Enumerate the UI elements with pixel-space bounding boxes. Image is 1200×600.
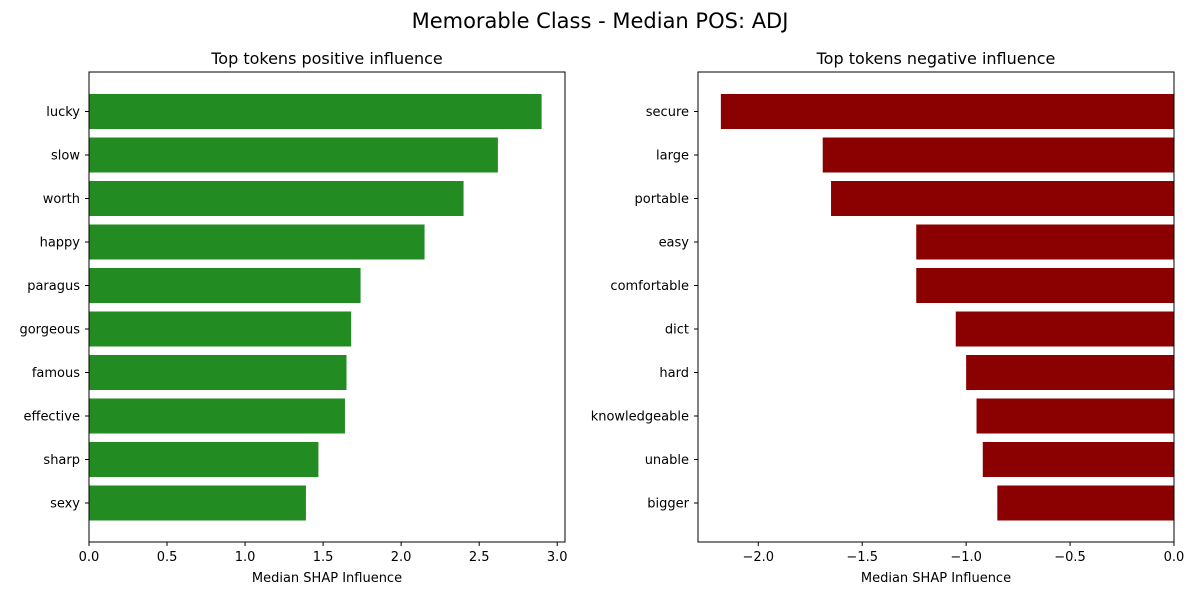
negative-x-tick-label: −1.0 [950, 550, 982, 565]
negative-y-tick-label: unable [645, 453, 689, 468]
negative-bars [720, 94, 1174, 521]
negative-influence-chart: Top tokens negative influence secure larg… [591, 49, 1185, 586]
negative-y-tick-label: dict [665, 323, 689, 338]
negative-y-tick-label: large [656, 149, 689, 164]
positive-bars [89, 94, 542, 521]
negative-x-tick-label: −0.5 [1054, 550, 1086, 565]
negative-bar-secure [720, 94, 1174, 129]
positive-x-ticks: 0.0 0.5 1.0 1.5 2.0 2.5 3.0 [79, 542, 568, 565]
positive-bar-paragus [89, 268, 361, 303]
positive-bar-gorgeous [89, 311, 352, 347]
positive-bar-lucky [89, 94, 542, 129]
positive-y-tick-label: sexy [50, 497, 80, 512]
positive-x-tick-label: 0.0 [79, 550, 100, 565]
positive-y-tick-label: famous [32, 366, 80, 381]
positive-x-tick-label: 0.5 [157, 550, 178, 565]
negative-x-tick-label: −1.5 [846, 550, 878, 565]
negative-y-tick-label: bigger [647, 497, 689, 512]
negative-bar-dict [955, 311, 1174, 347]
positive-y-tick-label: lucky [46, 105, 80, 120]
positive-bar-slow [89, 137, 498, 173]
positive-y-tick-label: gorgeous [19, 323, 80, 338]
negative-y-ticks: secure large portable easy comfortable dict ha… [591, 105, 698, 512]
negative-y-tick-label: secure [646, 105, 689, 120]
figure-title: Memorable Class - Median POS: ADJ [412, 9, 789, 33]
negative-bar-hard [966, 355, 1174, 390]
negative-y-tick-label: comfortable [610, 279, 689, 294]
positive-bar-famous [89, 355, 347, 390]
negative-y-tick-label: easy [659, 236, 690, 251]
positive-bar-happy [89, 224, 425, 260]
negative-x-axis-label: Median SHAP Influence [861, 571, 1011, 586]
positive-y-ticks: lucky slow worth happy paragus gorgeous famous… [19, 105, 89, 512]
positive-influence-chart: Top tokens positive influence lucky slow w… [19, 49, 567, 586]
negative-bar-easy [916, 224, 1174, 260]
positive-x-tick-label: 1.0 [235, 550, 256, 565]
positive-y-tick-label: slow [51, 149, 80, 164]
positive-bar-effective [89, 398, 345, 434]
positive-x-tick-label: 2.0 [391, 550, 412, 565]
positive-y-tick-label: paragus [27, 279, 80, 294]
negative-y-tick-label: portable [635, 192, 689, 207]
negative-y-tick-label: hard [659, 366, 689, 381]
positive-y-tick-label: effective [23, 410, 80, 425]
positive-x-axis-label: Median SHAP Influence [252, 571, 402, 586]
negative-x-tick-label: 0.0 [1164, 550, 1185, 565]
positive-x-tick-label: 2.5 [469, 550, 490, 565]
negative-bar-bigger [997, 485, 1174, 521]
positive-y-tick-label: happy [40, 236, 81, 251]
positive-axes-frame [88, 71, 566, 543]
negative-bar-knowledgeable [976, 398, 1174, 434]
positive-bar-worth [89, 181, 464, 216]
negative-bar-portable [831, 181, 1174, 216]
negative-bar-unable [982, 442, 1174, 477]
positive-chart-title: Top tokens positive influence [210, 49, 443, 68]
negative-axes-frame [697, 71, 1175, 543]
negative-x-ticks: −2.0 −1.5 −1.0 −0.5 0.0 [742, 542, 1184, 565]
positive-bar-sharp [89, 442, 319, 477]
positive-y-tick-label: sharp [43, 453, 80, 468]
negative-y-tick-label: knowledgeable [591, 410, 689, 425]
positive-bar-sexy [89, 485, 306, 521]
negative-bar-comfortable [916, 268, 1174, 303]
positive-x-tick-label: 1.5 [313, 550, 334, 565]
negative-chart-title: Top tokens negative influence [816, 49, 1056, 68]
positive-x-tick-label: 3.0 [547, 550, 568, 565]
negative-x-tick-label: −2.0 [742, 550, 774, 565]
negative-bar-large [822, 137, 1174, 173]
positive-y-tick-label: worth [43, 192, 80, 207]
